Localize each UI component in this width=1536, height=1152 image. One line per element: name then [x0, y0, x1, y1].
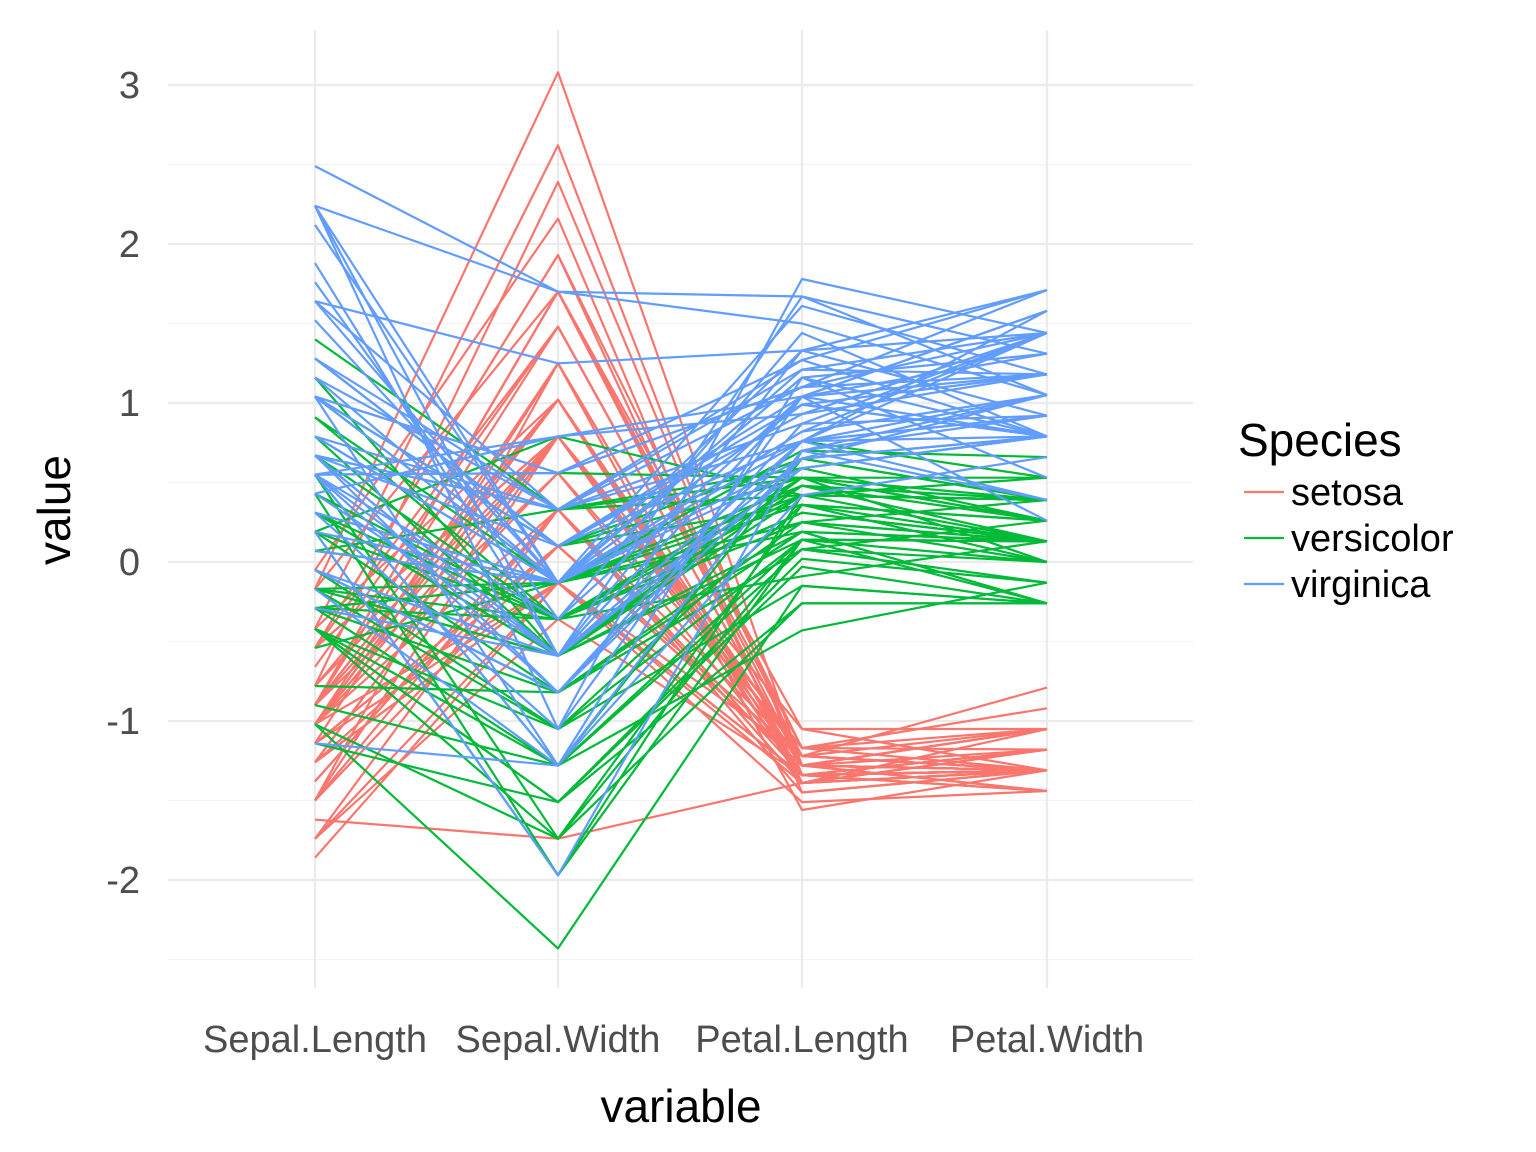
series-line-virginica-20	[314, 449, 1048, 877]
series-line-versicolor-35	[314, 494, 1048, 649]
series-line-virginica-39	[314, 435, 1048, 584]
series-line-setosa-14	[314, 581, 1048, 859]
y-tick-label: 2	[119, 224, 140, 266]
series-line-virginica-48	[314, 393, 1048, 584]
series-line-virginica-45	[314, 289, 1048, 475]
series-line-versicolor-50	[314, 530, 1048, 657]
y-tick-label: 0	[119, 542, 140, 584]
x-axis-title: variable	[600, 1080, 761, 1132]
x-tick-label: Sepal.Width	[456, 1019, 661, 1061]
series-line-virginica-18	[314, 204, 1048, 355]
series-line-versicolor-38	[314, 473, 1048, 840]
y-tick-label: 1	[119, 383, 140, 425]
series-line-setosa-36	[314, 508, 1048, 794]
legend-label-virginica: virginica	[1291, 564, 1431, 606]
series-line-setosa-44	[314, 398, 1048, 758]
series-line-virginica-36	[314, 205, 1048, 584]
series-line-virginica-26	[314, 300, 1048, 511]
y-tick-label: -1	[106, 701, 140, 743]
series-lines	[314, 71, 1048, 950]
y-tick-label: -2	[106, 860, 140, 902]
series-line-virginica-49	[314, 331, 1048, 495]
series-line-versicolor-30	[314, 584, 1048, 731]
series-line-virginica-47	[314, 414, 1048, 767]
series-line-virginica-43	[314, 414, 1048, 694]
series-line-virginica-50	[314, 435, 1048, 584]
series-line-versicolor-44	[314, 602, 1047, 840]
series-line-setosa-38	[314, 362, 1048, 793]
series-line-virginica-10	[314, 289, 1048, 365]
legend-title: Species	[1238, 414, 1402, 466]
legend-label-setosa: setosa	[1291, 472, 1404, 514]
series-line-setosa-50	[314, 471, 1048, 777]
series-line-virginica-38	[314, 403, 1048, 548]
x-tick-label: Petal.Length	[695, 1019, 908, 1061]
x-tick-label: Sepal.Length	[203, 1019, 427, 1061]
series-line-virginica-6	[314, 224, 1048, 584]
series-line-virginica-42	[314, 331, 1048, 548]
series-line-setosa-49	[314, 325, 1048, 772]
series-line-virginica-41	[314, 309, 1048, 548]
tick-labels: -2 -1 0 1 2 3 Sepal.Length Sepal.Width Petal.Len…	[106, 65, 1144, 1061]
series-line-versicolor-40	[314, 538, 1048, 767]
series-line-versicolor-49	[314, 581, 1048, 767]
series-line-virginica-28	[314, 435, 1048, 584]
legend-label-versicolor: versicolor	[1291, 518, 1454, 560]
series-line-virginica-44	[314, 331, 1048, 511]
series-line-virginica-32	[314, 165, 1048, 397]
y-tick-label: 3	[119, 65, 140, 107]
series-line-setosa-42	[314, 748, 1048, 840]
x-tick-label: Petal.Width	[950, 1019, 1144, 1061]
series-line-virginica-9	[314, 376, 1048, 767]
series-line-setosa-43	[314, 508, 1048, 840]
y-axis-title: value	[28, 455, 80, 565]
series-line-virginica-34	[314, 440, 1048, 657]
series-line-versicolor-46	[314, 521, 1048, 591]
series-line-versicolor-41	[314, 503, 1048, 731]
series-line-versicolor-32	[314, 565, 1048, 804]
